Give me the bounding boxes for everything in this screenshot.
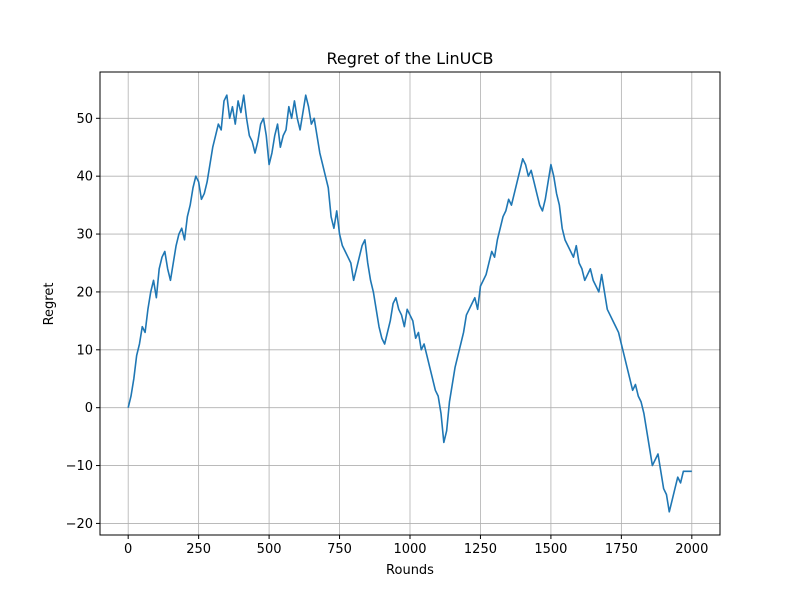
y-tick-label: 40 [76, 170, 93, 185]
y-tick-label: 20 [76, 285, 93, 300]
x-tick-label: 1500 [534, 542, 567, 557]
x-tick-label: 1750 [605, 542, 638, 557]
y-tick-label: −10 [66, 459, 93, 474]
series-layer [127, 94, 692, 513]
y-axis-ticks: −20 −10 0 10 20 30 40 50 [66, 112, 100, 532]
x-tick-label: 750 [327, 542, 352, 557]
x-tick-label: 1000 [393, 542, 426, 557]
x-axis-label: Rounds [386, 563, 434, 578]
series-line-0 [127, 94, 692, 513]
y-axis-label: Regret [42, 283, 57, 326]
x-tick-label: 0 [124, 542, 132, 557]
grid-lines [100, 72, 720, 535]
y-tick-label: 10 [76, 343, 93, 358]
x-tick-label: 250 [186, 542, 211, 557]
x-tick-label: 2000 [675, 542, 708, 557]
x-axis-ticks: 0 250 500 750 1000 1250 1500 1750 2000 [124, 535, 708, 557]
x-tick-label: 500 [257, 542, 282, 557]
x-tick-label: 1250 [464, 542, 497, 557]
y-tick-label: 50 [76, 112, 93, 127]
chart-title: Regret of the LinUCB [326, 49, 493, 68]
y-tick-label: 0 [85, 401, 93, 416]
y-tick-label: −20 [66, 517, 93, 532]
y-tick-label: 30 [76, 228, 93, 243]
